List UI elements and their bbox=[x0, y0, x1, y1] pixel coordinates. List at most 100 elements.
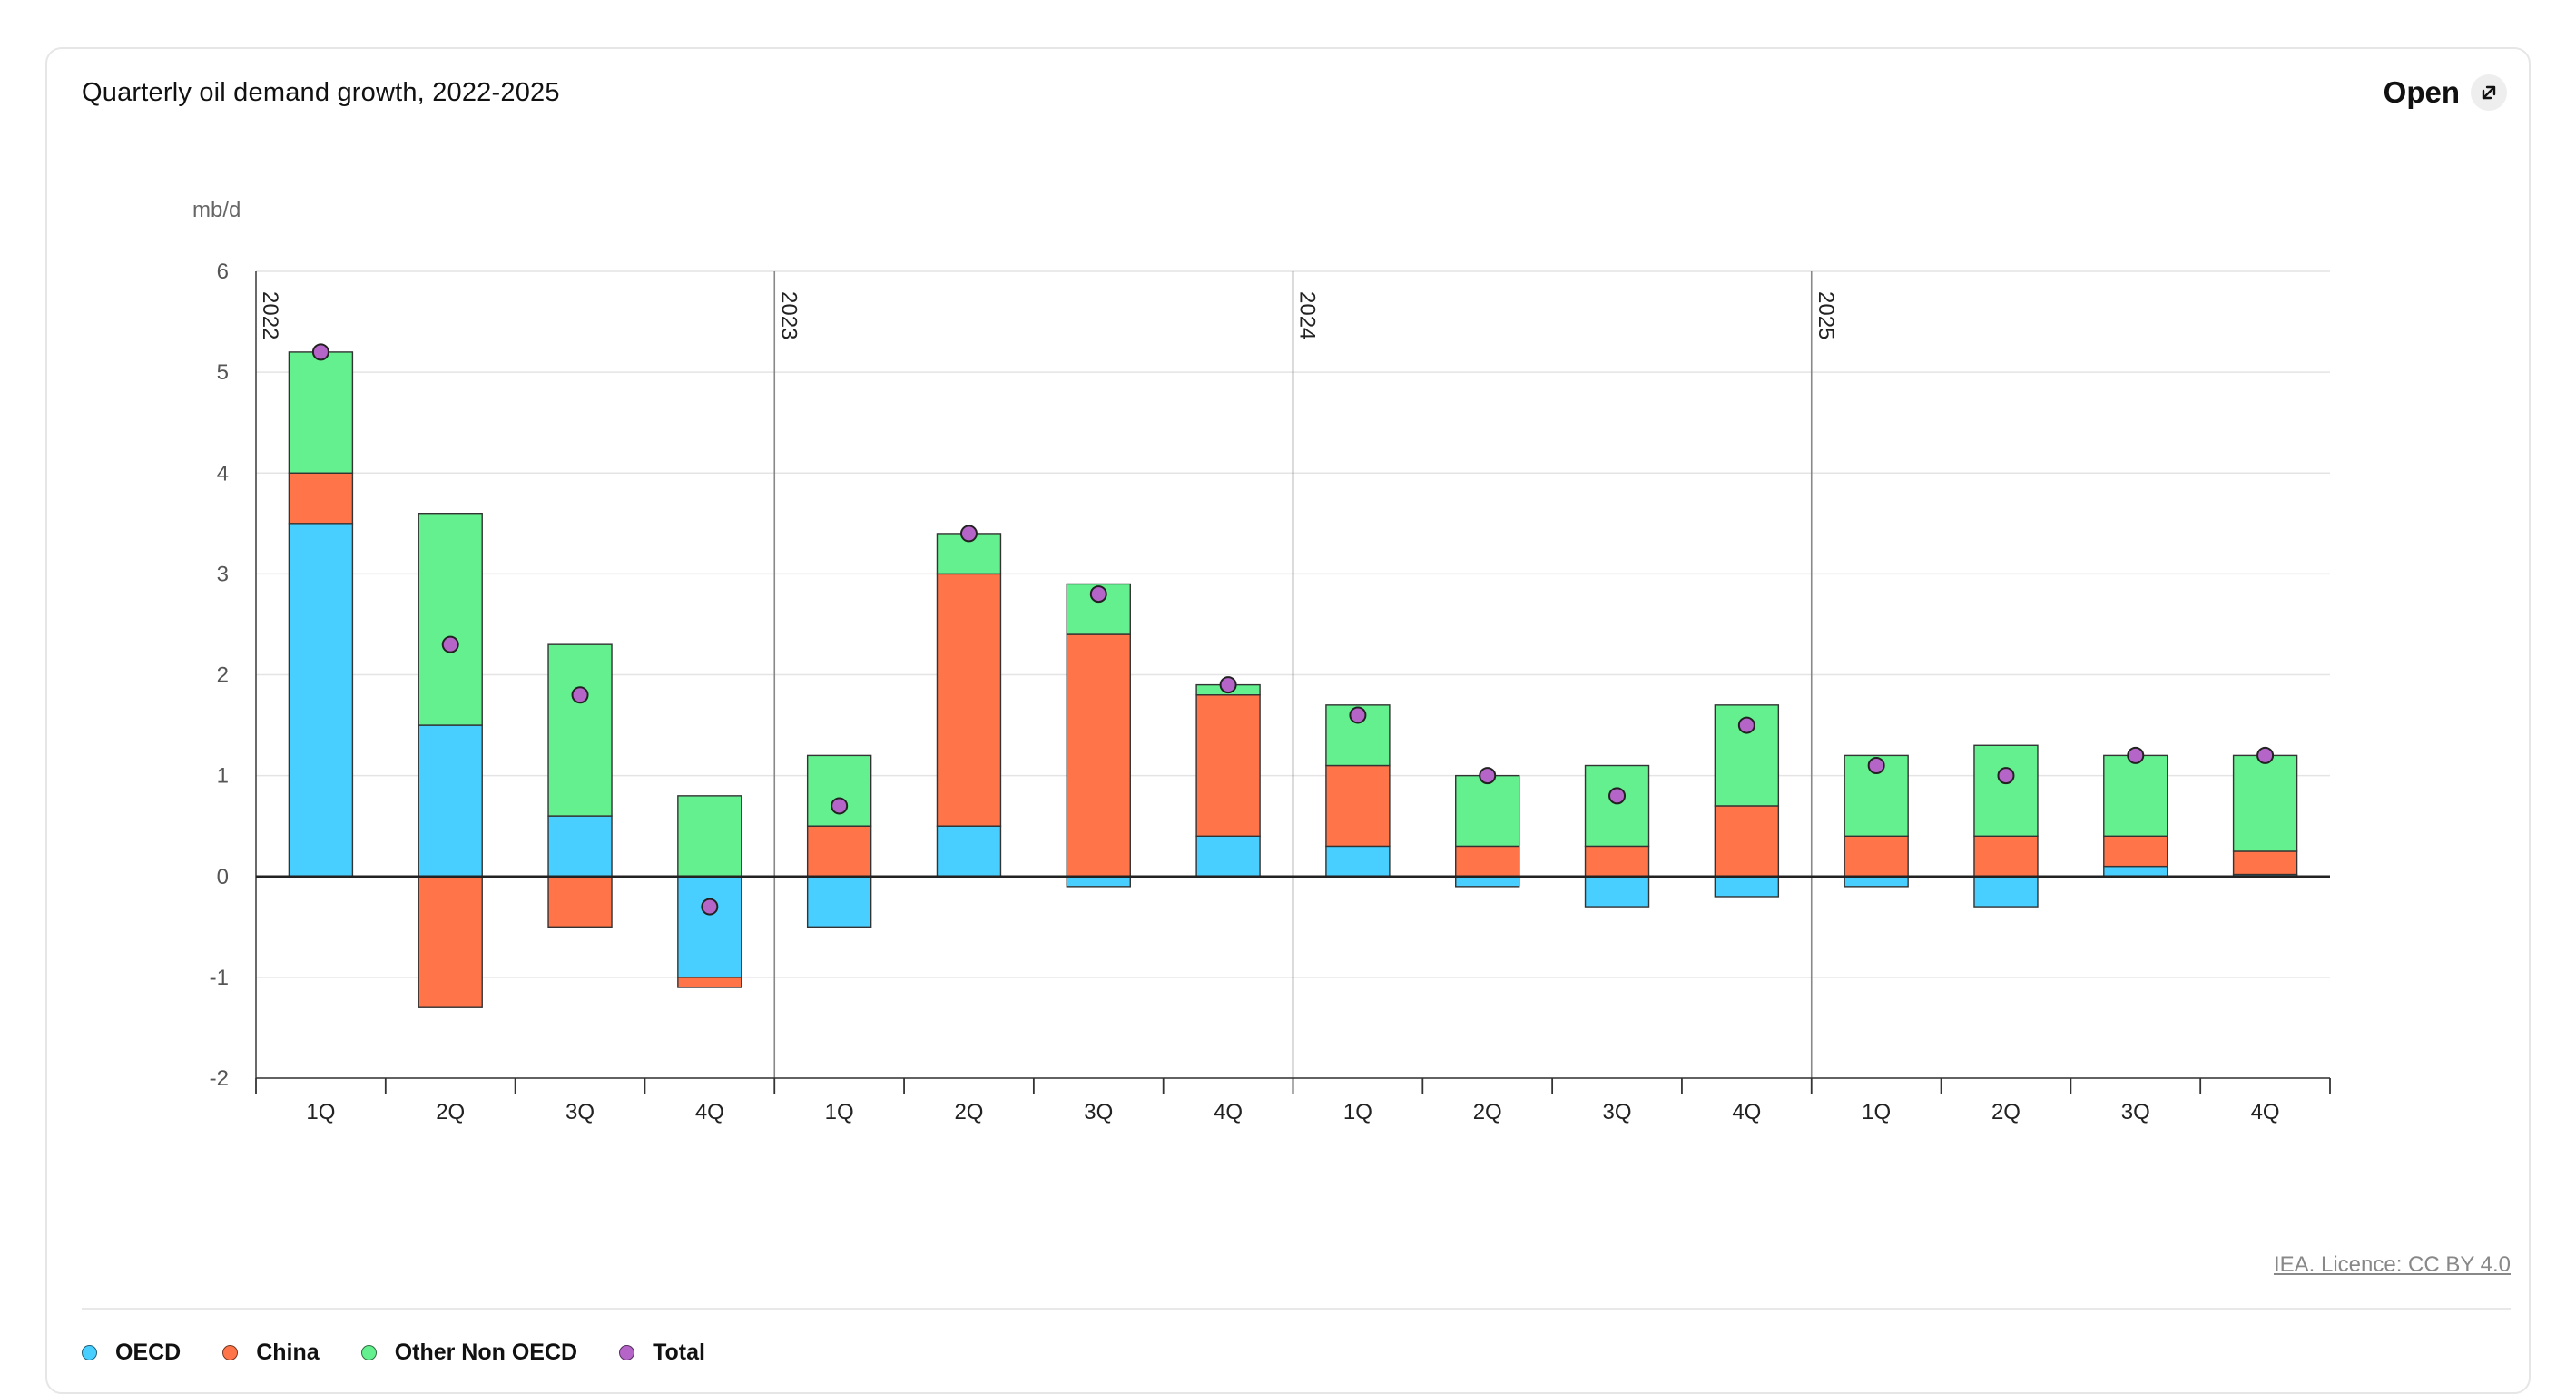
x-tick-label: 2Q bbox=[436, 1100, 465, 1124]
legend-item-total[interactable]: Total bbox=[619, 1340, 705, 1366]
y-tick-label: 4 bbox=[217, 461, 229, 486]
y-tick-label: 6 bbox=[217, 260, 229, 284]
open-button[interactable]: Open bbox=[2384, 74, 2507, 111]
y-tick-label: -1 bbox=[210, 966, 229, 990]
open-button-label: Open bbox=[2383, 75, 2460, 109]
bar-oecd bbox=[936, 825, 1002, 878]
legend-label: Other Non OECD bbox=[394, 1340, 578, 1365]
legend-swatch bbox=[82, 1345, 97, 1360]
bar-china bbox=[288, 472, 354, 525]
legend-item-other-non-oecd[interactable]: Other Non OECD bbox=[360, 1340, 578, 1366]
bar-china bbox=[1195, 694, 1261, 837]
x-tick-label: 3Q bbox=[2121, 1100, 2150, 1124]
bar-other-non-oecd bbox=[1455, 774, 1520, 848]
x-tick-label: 1Q bbox=[1343, 1100, 1372, 1124]
bar-china bbox=[1584, 845, 1650, 878]
legend: OECD China Other Non OECD Total bbox=[82, 1340, 747, 1366]
legend-label: OECD bbox=[115, 1340, 182, 1365]
bar-other-non-oecd bbox=[677, 795, 742, 878]
total-point bbox=[1089, 585, 1107, 604]
bar-oecd bbox=[288, 523, 354, 878]
bar-other-non-oecd bbox=[1973, 744, 2039, 837]
total-point bbox=[571, 686, 589, 704]
x-tick-label: 2Q bbox=[954, 1100, 983, 1124]
x-tick-label: 2Q bbox=[1991, 1100, 2020, 1124]
x-tick-label: 1Q bbox=[825, 1100, 854, 1124]
total-point bbox=[1867, 757, 1885, 775]
bar-other-non-oecd bbox=[1714, 704, 1780, 807]
x-tick-label: 1Q bbox=[1862, 1100, 1891, 1124]
bar-china bbox=[936, 573, 1002, 827]
total-point bbox=[2256, 746, 2275, 764]
total-point bbox=[1608, 787, 1627, 805]
bar-other-non-oecd bbox=[547, 643, 613, 817]
year-label: 2022 bbox=[258, 291, 282, 339]
total-point bbox=[311, 343, 329, 361]
bar-china bbox=[1325, 764, 1391, 848]
bar-oecd bbox=[418, 724, 483, 878]
bar-oecd bbox=[677, 876, 742, 978]
y-axis-label: mb/d bbox=[192, 198, 241, 222]
bar-oecd bbox=[1195, 835, 1261, 878]
total-point bbox=[959, 525, 978, 543]
bar-china bbox=[1973, 835, 2039, 878]
bar-china bbox=[1714, 805, 1780, 878]
total-point bbox=[1349, 706, 1367, 724]
chart-title: Quarterly oil demand growth, 2022-2025 bbox=[82, 78, 560, 107]
bar-oecd bbox=[806, 876, 872, 928]
bar-other-non-oecd bbox=[2232, 754, 2298, 852]
bar-oecd bbox=[1066, 876, 1131, 888]
legend-swatch bbox=[222, 1345, 239, 1360]
y-tick-label: 5 bbox=[217, 360, 229, 385]
year-label: 2023 bbox=[776, 291, 801, 339]
x-tick-label: 1Q bbox=[306, 1100, 335, 1124]
chart-plot: mb/d 6 5 4 3 2 1 0 -1 -2 2022 2023 2024 2025 1Q 2Q 3Q 4Q 1… bbox=[192, 198, 2331, 1124]
bar-other-non-oecd bbox=[418, 513, 483, 726]
bar-oecd bbox=[1325, 845, 1391, 878]
bar-china bbox=[547, 876, 613, 928]
x-tick-label: 3Q bbox=[565, 1100, 595, 1124]
y-tick-label: 2 bbox=[217, 663, 229, 688]
y-tick-label: 3 bbox=[217, 562, 229, 586]
bar-oecd bbox=[1973, 876, 2039, 908]
legend-swatch bbox=[619, 1345, 635, 1360]
total-point bbox=[441, 635, 459, 653]
legend-label: Total bbox=[653, 1340, 705, 1365]
bar-china bbox=[2232, 850, 2298, 876]
bar-other-non-oecd bbox=[1584, 764, 1650, 848]
legend-item-oecd[interactable]: OECD bbox=[82, 1340, 181, 1366]
bar-china bbox=[806, 825, 872, 878]
total-point bbox=[1997, 767, 2015, 785]
total-point bbox=[701, 898, 719, 916]
bar-china bbox=[1066, 633, 1131, 878]
y-tick-label: -2 bbox=[210, 1066, 229, 1091]
total-point bbox=[1479, 767, 1497, 785]
x-tick-label: 4Q bbox=[1732, 1100, 1761, 1124]
legend-divider bbox=[82, 1308, 2511, 1310]
y-tick-label: 1 bbox=[217, 764, 229, 789]
x-tick-label: 4Q bbox=[1214, 1100, 1243, 1124]
year-label: 2024 bbox=[1295, 291, 1320, 339]
bar-oecd bbox=[1714, 876, 1780, 898]
expand-arrow-icon bbox=[2471, 74, 2507, 111]
bar-other-non-oecd bbox=[2103, 754, 2168, 838]
y-tick-label: 0 bbox=[217, 865, 229, 889]
legend-label: China bbox=[256, 1340, 320, 1365]
bar-oecd bbox=[547, 815, 613, 878]
bar-china bbox=[418, 876, 483, 1008]
x-tick-label: 3Q bbox=[1084, 1100, 1113, 1124]
bar-china bbox=[677, 977, 742, 988]
bar-other-non-oecd bbox=[806, 754, 872, 827]
x-tick-label: 4Q bbox=[695, 1100, 724, 1124]
bar-china bbox=[1844, 835, 1909, 878]
bar-oecd bbox=[1844, 876, 1909, 888]
source-link[interactable]: IEA. Licence: CC BY 4.0 bbox=[2273, 1252, 2511, 1277]
x-tick-label: 3Q bbox=[1603, 1100, 1632, 1124]
year-label: 2025 bbox=[1814, 291, 1838, 339]
bar-oecd bbox=[1455, 876, 1520, 888]
bar-china bbox=[2103, 835, 2168, 868]
total-point bbox=[1219, 676, 1237, 694]
legend-item-china[interactable]: China bbox=[222, 1340, 320, 1366]
x-tick-label: 2Q bbox=[1473, 1100, 1502, 1124]
x-tick-label: 4Q bbox=[2251, 1100, 2280, 1124]
